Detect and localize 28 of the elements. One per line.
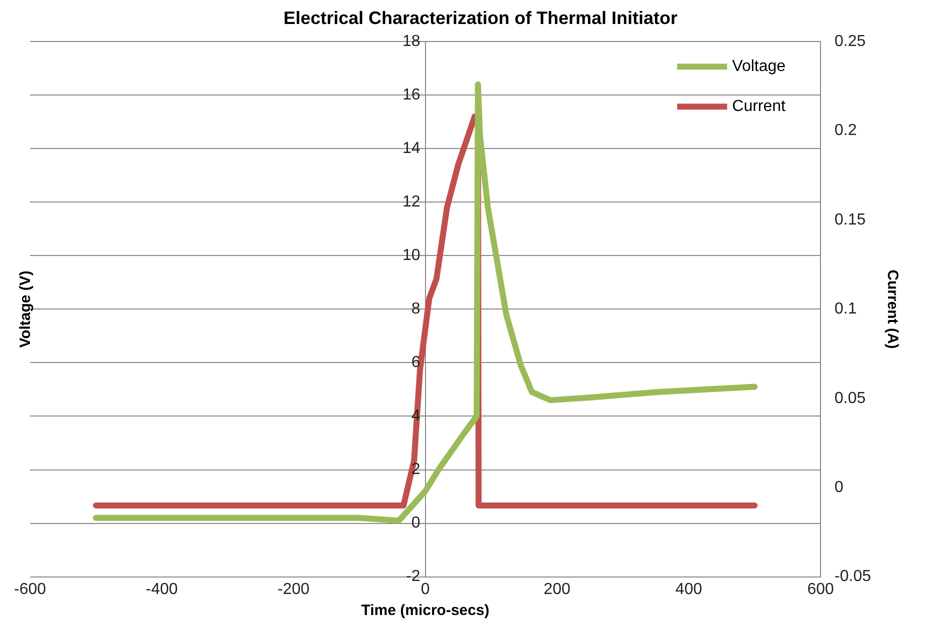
y2-tick-label: 0.15 bbox=[834, 211, 866, 228]
y2-axis-title: Current (A) bbox=[884, 270, 901, 349]
y2-tick-label: 0.2 bbox=[834, 122, 857, 140]
legend-label: Voltage bbox=[732, 58, 786, 76]
y-axis-title: Voltage (V) bbox=[17, 270, 34, 348]
y-tick-label: 4 bbox=[411, 408, 420, 425]
x-tick-label: -400 bbox=[146, 580, 178, 598]
y-tick-label: 14 bbox=[402, 140, 420, 158]
y-tick-label: 18 bbox=[402, 33, 420, 50]
y2-tick-label: 0.1 bbox=[834, 300, 857, 318]
y-tick-label: 0 bbox=[411, 514, 420, 532]
y2-tick-label: -0.05 bbox=[834, 568, 872, 586]
legend-label: Current bbox=[732, 98, 786, 116]
x-axis-title: Time (micro-secs) bbox=[361, 602, 490, 620]
x-tick-label: 400 bbox=[675, 580, 702, 598]
x-tick-label: 200 bbox=[544, 580, 570, 598]
y-tick-label: 8 bbox=[411, 300, 420, 318]
y2-tick-label: 0 bbox=[834, 479, 844, 496]
y2-tick-label: 0.25 bbox=[834, 33, 866, 50]
x-tick-label: 600 bbox=[807, 580, 834, 598]
y-tick-label: -2 bbox=[406, 568, 420, 586]
y-tick-label: 12 bbox=[402, 194, 420, 211]
y2-tick-label: 0.05 bbox=[834, 390, 866, 407]
x-tick-label: -600 bbox=[14, 580, 46, 598]
chart-title: Electrical Characterization of Thermal Initiator bbox=[283, 8, 678, 28]
y-tick-label: 10 bbox=[402, 247, 420, 264]
x-tick-label: -200 bbox=[277, 580, 310, 598]
y-tick-label: 16 bbox=[402, 86, 420, 104]
